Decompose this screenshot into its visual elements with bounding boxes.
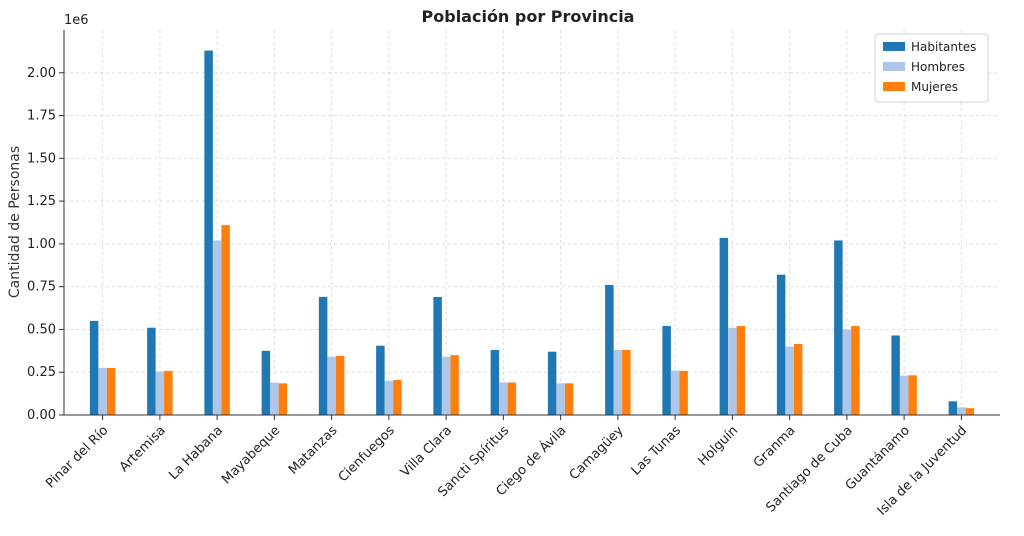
x-tick-label: Camagüey bbox=[567, 423, 627, 483]
x-tick-label: Granma bbox=[751, 423, 799, 471]
axes bbox=[63, 30, 1000, 416]
bar-hombres bbox=[670, 370, 680, 415]
x-tick-label: Villa Clara bbox=[398, 423, 455, 480]
bar-hombres bbox=[270, 382, 279, 415]
legend-swatch-mujeres bbox=[883, 82, 905, 91]
y-axis-label: Cantidad de Personas bbox=[7, 146, 23, 298]
bar-hombres bbox=[441, 356, 451, 415]
bar-habitantes bbox=[318, 296, 328, 415]
bar-habitantes bbox=[433, 296, 442, 415]
y-tick-label: 1.50 bbox=[27, 151, 56, 166]
bar-mujeres bbox=[622, 349, 631, 415]
bar-mujeres bbox=[908, 375, 917, 415]
bar-hombres bbox=[613, 349, 623, 415]
bar-habitantes bbox=[490, 349, 500, 415]
bar-habitantes bbox=[261, 350, 271, 415]
bar-mujeres bbox=[278, 383, 288, 415]
bar-hombres bbox=[155, 371, 165, 415]
legend-label-hombres: Hombres bbox=[911, 60, 965, 74]
bar-habitantes bbox=[662, 326, 671, 415]
bar-habitantes bbox=[891, 335, 900, 415]
bar-mujeres bbox=[164, 370, 173, 415]
y-tick-label: 1.25 bbox=[27, 194, 56, 209]
bars bbox=[89, 50, 975, 416]
bar-habitantes bbox=[948, 401, 958, 415]
bar-mujeres bbox=[564, 383, 574, 415]
chart-title: Población por Provincia bbox=[422, 7, 635, 26]
bar-habitantes bbox=[89, 320, 99, 415]
x-tick-label: Matanzas bbox=[286, 423, 341, 478]
bar-mujeres bbox=[965, 408, 975, 415]
bar-hombres bbox=[384, 380, 394, 415]
bar-mujeres bbox=[736, 326, 746, 415]
y-ticks: 0.00 0.25 0.50 0.75 1.00 1.25 1.50 1.75 2.00 bbox=[27, 66, 64, 423]
bar-hombres bbox=[98, 367, 107, 415]
bar-mujeres bbox=[450, 355, 459, 415]
legend-label-mujeres: Mujeres bbox=[911, 80, 958, 94]
x-tick-label: Las Tunas bbox=[629, 423, 685, 479]
x-tick-label: Artemisa bbox=[117, 423, 169, 475]
bar-habitantes bbox=[605, 284, 614, 415]
y-tick-label: 0.25 bbox=[27, 365, 56, 380]
bar-hombres bbox=[327, 356, 336, 415]
bar-hombres bbox=[556, 383, 565, 415]
bar-mujeres bbox=[106, 367, 116, 415]
bar-hombres bbox=[842, 329, 852, 415]
legend: Habitantes Hombres Mujeres bbox=[874, 33, 989, 103]
y-tick-label: 2.00 bbox=[27, 66, 56, 81]
bar-habitantes bbox=[147, 327, 156, 415]
bar-mujeres bbox=[335, 355, 345, 415]
legend-swatch-hombres bbox=[883, 62, 905, 71]
legend-swatch-habitantes bbox=[883, 42, 905, 51]
x-tick-label: Mayabeque bbox=[219, 423, 283, 487]
x-tick-label: La Habana bbox=[166, 423, 226, 483]
x-tick-label: Holguín bbox=[695, 423, 741, 469]
bar-mujeres bbox=[679, 370, 688, 415]
bar-habitantes bbox=[719, 237, 729, 415]
y-axis-offset-text: 1e6 bbox=[64, 13, 89, 28]
bar-mujeres bbox=[221, 225, 230, 415]
bar-mujeres bbox=[851, 326, 860, 415]
bar-habitantes bbox=[834, 240, 843, 415]
legend-label-habitantes: Habitantes bbox=[911, 40, 976, 54]
bar-mujeres bbox=[393, 379, 402, 415]
x-tick-label: Pinar del Río bbox=[43, 423, 111, 491]
bar-habitantes bbox=[376, 345, 385, 415]
bar-habitantes bbox=[547, 351, 557, 415]
y-tick-label: 1.75 bbox=[27, 109, 56, 124]
bar-hombres bbox=[212, 240, 222, 415]
bar-hombres bbox=[957, 407, 966, 415]
bar-habitantes bbox=[204, 50, 213, 416]
y-tick-label: 0.50 bbox=[27, 322, 56, 337]
y-tick-label: 0.75 bbox=[27, 280, 56, 295]
y-tick-label: 0.00 bbox=[27, 408, 56, 423]
bar-mujeres bbox=[507, 382, 517, 415]
bar-hombres bbox=[785, 346, 794, 415]
bar-hombres bbox=[899, 375, 909, 415]
bar-habitantes bbox=[776, 274, 786, 415]
bar-hombres bbox=[728, 327, 737, 415]
bar-mujeres bbox=[793, 343, 803, 415]
bar-hombres bbox=[499, 382, 508, 415]
y-tick-label: 1.00 bbox=[27, 237, 56, 252]
x-tick-label: Cienfuegos bbox=[336, 423, 398, 485]
